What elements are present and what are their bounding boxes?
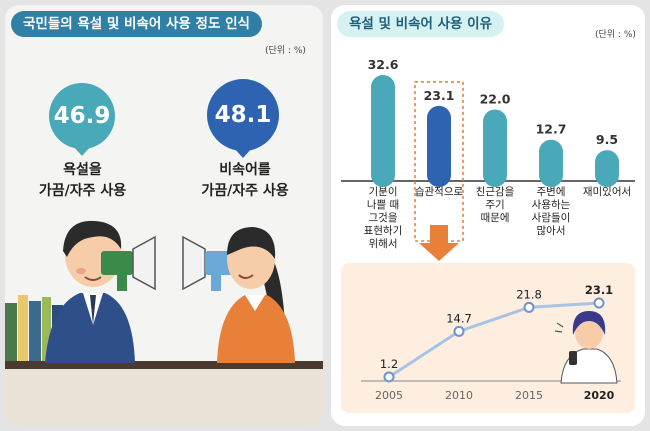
perception-panel: 국민들의 욕설 및 비속어 사용 정도 인식 (단위 : %) 46.9 욕설을…: [5, 5, 323, 426]
reasons-panel: 욕설 및 비속어 사용 이유 (단위 : %) 32.6 기분이 나쁠 때 그것을 표현…: [331, 5, 645, 426]
trend-value-label: 14.7: [446, 311, 472, 325]
bar-value-label: 12.7: [536, 122, 567, 137]
bar-category-label: 습관적으로: [415, 186, 464, 198]
bar-category-label: 기분이 나쁠 때 그것을 표현하기 위해서: [364, 186, 403, 250]
girl-face: [575, 317, 603, 349]
perception-unit: (단위 : %): [265, 46, 306, 56]
slang-rate-value: 48.1: [214, 102, 272, 128]
bar-value-label: 22.0: [480, 91, 511, 106]
slang-rate-bubble: 48.1: [207, 79, 279, 151]
megaphone-illustration: [5, 220, 323, 426]
slang-rate-label: 비속어를 가끔/자주 사용: [201, 162, 289, 199]
trend-line: [388, 301, 600, 379]
trend-year-label: 2020: [584, 389, 615, 402]
reasons-unit: (단위 : %): [595, 30, 636, 40]
trend-year-label: 2005: [375, 389, 403, 402]
reasons-title: 욕설 및 비속어 사용 이유: [337, 11, 504, 37]
profanity-rate-bubble: 46.9: [49, 83, 115, 149]
man-figure: [45, 220, 135, 363]
trend-point: [383, 371, 395, 383]
bar: [427, 105, 451, 187]
profanity-rate-value: 46.9: [53, 103, 111, 129]
trend-value-label: 23.1: [585, 283, 613, 297]
megaphone-right-icon: [182, 235, 235, 291]
profanity-bubble-tail: [73, 146, 91, 156]
down-arrow-icon: [419, 225, 459, 261]
bar: [539, 139, 563, 187]
trend-point: [523, 301, 535, 313]
bar: [371, 75, 395, 187]
sound-lines-icon: [554, 322, 564, 333]
trend-year-label: 2015: [515, 389, 543, 402]
perception-title: 국민들의 욕설 및 비속어 사용 정도 인식: [11, 11, 262, 37]
bar-category-label: 주변에 사용하는 사람들이 많아서: [532, 186, 571, 237]
highlight-box: [414, 81, 464, 242]
girl-hair: [572, 311, 606, 335]
megaphone-left-icon: [101, 235, 156, 291]
desk-surface: [5, 369, 323, 426]
trend-year-label: 2010: [445, 389, 473, 402]
bar-category-label: 재미있어서: [583, 186, 631, 198]
desk-edge: [5, 361, 323, 369]
profanity-rate-label: 욕설을 가끔/자주 사용: [38, 162, 127, 199]
bar-value-label: 23.1: [424, 88, 455, 103]
bar-category-label: 친근감을 주기 때문에: [476, 186, 515, 224]
trend-value-label: 21.8: [516, 287, 542, 301]
bar: [483, 109, 507, 187]
trend-point: [453, 325, 465, 337]
slang-bubble-tail: [234, 148, 252, 158]
reasons-chart: 32.6 기분이 나쁠 때 그것을 표현하기 위해서 23.1 습관적으로 22.0 친근감을 주기…: [341, 57, 635, 413]
bar-value-label: 9.5: [596, 132, 618, 147]
bar: [595, 150, 619, 187]
trend-value-label: 1.2: [380, 357, 398, 371]
woman-figure: [217, 227, 295, 363]
girl-on-phone-illustration: [554, 311, 618, 384]
phone-icon: [569, 351, 577, 365]
trend-point: [593, 297, 605, 309]
bar-value-label: 32.6: [368, 57, 399, 72]
